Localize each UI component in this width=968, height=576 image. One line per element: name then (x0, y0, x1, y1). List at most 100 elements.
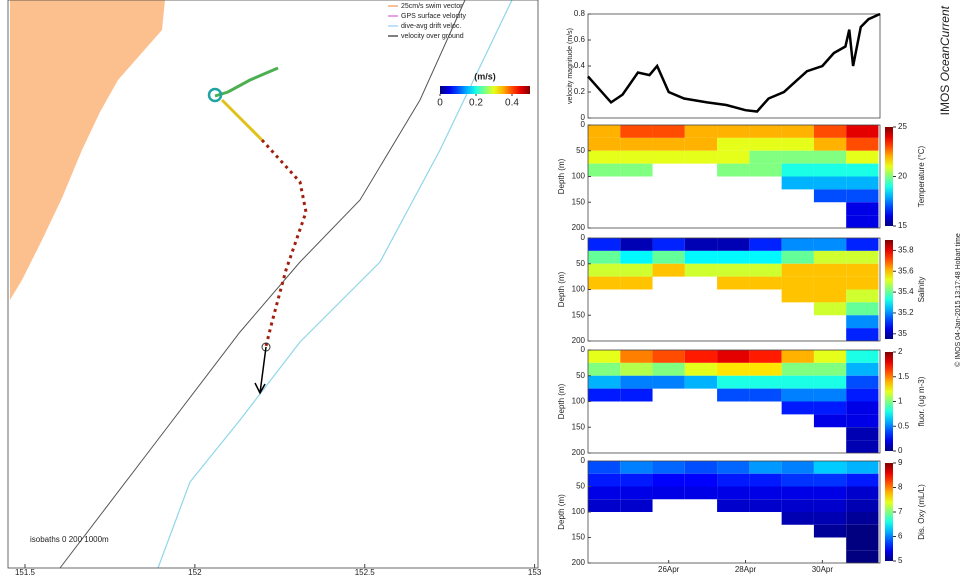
y-tick-label: 100 (572, 507, 586, 516)
y-tick-label: 0 (581, 113, 586, 122)
cell (717, 473, 750, 487)
cell (813, 176, 847, 190)
colorbar-tick-label: 35.6 (898, 266, 914, 275)
cell (717, 375, 750, 389)
x-tick-label: 151.5 (15, 568, 36, 576)
cell (620, 163, 653, 177)
cell (652, 362, 685, 376)
cell (846, 189, 879, 203)
cell (846, 263, 879, 277)
cell (717, 276, 750, 290)
cell (684, 362, 718, 376)
y-tick-label: 200 (572, 558, 586, 567)
cell (781, 176, 814, 190)
brand-name: IMOS (938, 85, 952, 116)
cell (588, 499, 621, 512)
cell (620, 350, 653, 363)
cell (620, 388, 653, 402)
colorbar-tick-label: 5 (898, 556, 903, 565)
track (260, 138, 308, 347)
cell (717, 350, 750, 363)
cell (652, 350, 685, 363)
colorbar-tick-label: 0 (898, 446, 903, 455)
brand: IMOS OceanCurrent (938, 5, 952, 115)
colorbar-tick-label: 1 (898, 397, 903, 406)
cell (588, 276, 621, 290)
cell (684, 263, 718, 277)
x-tick-label: 30Apr (812, 565, 834, 574)
cell (684, 375, 718, 389)
x-tick-label: 28Apr (735, 565, 757, 574)
cell (749, 461, 782, 474)
cell (781, 362, 814, 376)
cell (813, 473, 847, 487)
cell (781, 238, 814, 251)
colorbar-tick-label: 20 (898, 172, 907, 181)
colorbar-tick-label: 35.4 (898, 287, 914, 296)
cell (620, 461, 653, 474)
cell (781, 289, 814, 303)
cell (749, 250, 782, 264)
cell (813, 289, 847, 303)
cell (588, 263, 621, 277)
cell (717, 150, 750, 164)
cell (652, 125, 685, 138)
cell (781, 401, 814, 415)
cell (588, 163, 621, 177)
cell (846, 350, 879, 363)
cell (846, 125, 879, 138)
cell (749, 163, 782, 177)
cell (749, 137, 782, 151)
y-axis-label: Depth (m) (557, 383, 566, 419)
cell (781, 388, 814, 402)
y-tick-label: 0.6 (574, 35, 586, 44)
colorbar-tick-label: 35.2 (898, 308, 914, 317)
cell (813, 499, 847, 512)
cell (652, 473, 685, 487)
cell (781, 263, 814, 277)
stamp: © IMOS 04-Jan-2015 13:17:48 Hobart time (954, 233, 962, 367)
cell (749, 350, 782, 363)
cell (652, 137, 685, 151)
legend-label: 25cm/s swim vector (401, 3, 463, 10)
colorbar-tick-label: 0.2 (469, 98, 483, 109)
colorbar-tick-label: 9 (898, 458, 903, 467)
x-tick-label: 153 (528, 568, 542, 576)
cell (813, 388, 847, 402)
y-axis-label: velocity magnitude (m/s) (567, 28, 574, 104)
y-tick-label: 150 (572, 310, 586, 319)
cell (781, 461, 814, 474)
cell (588, 350, 621, 363)
y-tick-label: 100 (572, 172, 586, 181)
y-tick-label: 0 (581, 233, 586, 242)
cell (717, 238, 750, 251)
colorbar-tick-label: 35 (898, 329, 907, 338)
cell (813, 189, 847, 203)
y-tick-label: 50 (576, 146, 585, 155)
y-tick-label: 50 (576, 371, 585, 380)
cell (813, 375, 847, 389)
cell (846, 250, 879, 264)
cell (684, 150, 718, 164)
colorbar (440, 86, 530, 94)
y-axis-label: Depth (m) (557, 158, 566, 194)
cell (620, 137, 653, 151)
cell (846, 486, 879, 500)
cell (846, 461, 879, 474)
cell (781, 150, 814, 164)
cell (846, 202, 879, 216)
cell (684, 250, 718, 264)
cell (846, 137, 879, 151)
y-tick-label: 150 (572, 533, 586, 542)
cell (781, 499, 814, 512)
cell (813, 524, 847, 538)
cell (749, 263, 782, 277)
cell (846, 473, 879, 487)
cell (781, 250, 814, 264)
colorbar-tick-label: 1.5 (898, 372, 910, 381)
cell (813, 486, 847, 500)
cell (846, 176, 879, 190)
colorbar-label: fluor. (ug m-3) (917, 376, 926, 426)
cell (846, 512, 879, 525)
